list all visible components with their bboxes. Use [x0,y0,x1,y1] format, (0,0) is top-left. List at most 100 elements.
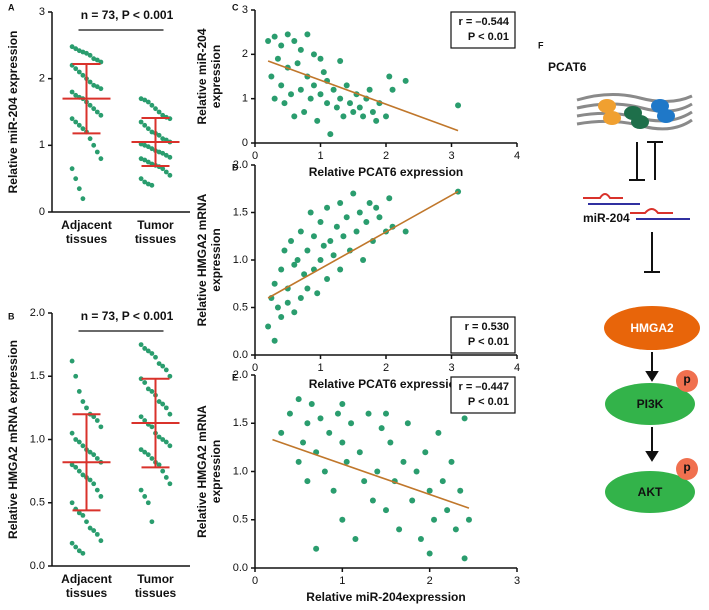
data-point [356,449,363,456]
data-point [80,399,86,404]
data-point [378,425,385,432]
data-point [149,102,155,108]
data-point [268,73,275,80]
data-point [80,126,86,132]
data-point [278,42,285,49]
data-point [167,373,173,379]
y-axis-label: Relative HMGA2 mRNA expression [6,340,20,539]
data-point [156,149,162,155]
data-point [337,95,344,102]
data-point [321,468,328,475]
data-point [138,487,144,493]
data-point [87,136,93,142]
x-tick-label: 2 [427,575,433,587]
data-point [448,458,455,465]
data-point [138,414,144,420]
y-tick-label: 0.5 [30,497,45,509]
data-point [76,186,82,192]
data-point [320,69,327,76]
data-point [76,389,82,394]
data-point [291,261,298,268]
data-point [76,69,82,75]
y-tick-label: 0 [39,206,45,218]
panel-label: C [232,2,239,12]
data-point [149,424,155,430]
data-point [300,439,307,446]
data-point [271,337,278,344]
pi3k-node [605,383,695,425]
data-point [304,247,311,254]
data-point [317,91,324,98]
gene-label: PCAT6 [548,60,587,74]
data-point [304,478,311,485]
x-tick-label: 4 [514,362,520,374]
data-point [281,247,288,254]
data-point [324,276,331,282]
phospho-badge [676,370,698,392]
data-point [80,513,86,518]
data-point [339,400,346,407]
data-point [163,367,169,373]
data-point [439,478,446,485]
data-point [87,79,93,85]
data-point [149,182,155,188]
y-tick-label: 2.0 [233,369,248,381]
data-point [142,179,148,185]
y-tick-label: 0.5 [233,514,248,526]
data-point [326,429,333,436]
data-point [167,481,173,487]
data-point [69,500,75,506]
data-point [346,100,353,107]
data-point [73,544,79,550]
x-tick-label: 0 [252,150,258,162]
data-point [284,299,291,306]
data-point [160,363,166,369]
data-point [98,538,104,544]
data-point [73,373,79,379]
panel-label: B [8,311,15,321]
x-tick-label: 0 [252,362,258,374]
data-point [149,456,155,461]
data-point [334,410,341,417]
chart-panel: B 0.0 0.5 1.0 1.5 2.0 Relative HMGA2 mRNA expr… [6,307,190,600]
data-point [340,113,347,120]
data-point [361,478,368,485]
data-point [94,456,100,461]
data-point [91,414,97,420]
data-point [73,119,79,125]
data-point [304,285,311,292]
data-point [80,550,86,556]
data-point [294,257,301,263]
data-point [353,228,360,235]
data-point [286,410,293,417]
data-point [145,159,151,165]
x-tick-label: 3 [448,150,454,162]
data-point [80,443,86,449]
data-point [149,351,155,356]
y-axis-label: Relative miR-204 [195,28,209,124]
data-point [288,238,295,244]
data-point [284,31,291,38]
data-point [145,144,151,150]
data-point [91,56,97,62]
data-point [73,46,79,52]
x-axis-label: Relative PCAT6 expression [309,377,464,391]
stats-box [450,316,516,354]
data-point [366,86,373,93]
data-point [98,424,104,430]
data-point [348,420,355,427]
data-point [352,536,359,543]
data-point [160,437,166,442]
data-point [142,142,148,148]
y-tick-label: 1.0 [233,254,248,266]
data-point [376,214,383,221]
data-point [80,49,86,55]
data-point [145,500,151,506]
data-point [308,400,315,407]
data-point [84,519,89,525]
data-point [294,60,301,67]
data-point [73,92,79,98]
data-point [142,157,148,163]
y-tick-label: 2 [242,48,248,60]
data-point [153,354,158,360]
